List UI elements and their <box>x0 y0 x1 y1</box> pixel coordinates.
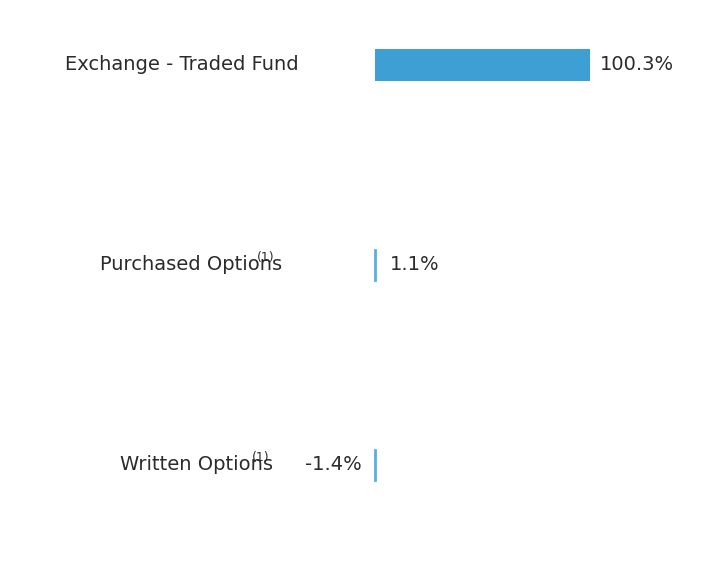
Text: -1.4%: -1.4% <box>305 456 361 475</box>
Text: Written Options: Written Options <box>120 456 273 475</box>
Text: (1): (1) <box>252 452 269 464</box>
Text: (1): (1) <box>257 252 274 264</box>
Text: 100.3%: 100.3% <box>600 55 674 74</box>
Text: Purchased Options: Purchased Options <box>100 256 282 275</box>
Bar <box>375 49 590 81</box>
Text: Exchange - Traded Fund: Exchange - Traded Fund <box>65 55 299 74</box>
Text: 1.1%: 1.1% <box>390 256 440 275</box>
